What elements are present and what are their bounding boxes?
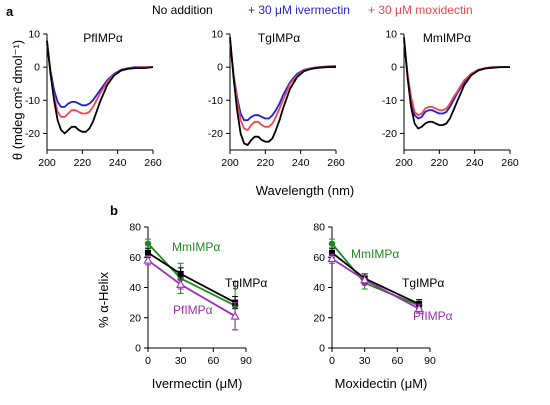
y-tick-label: -10 (208, 95, 223, 107)
data-point (176, 279, 186, 288)
y-tick-label: 0 (217, 62, 223, 74)
y-tick-label: 80 (129, 222, 141, 234)
chart-title: TgIMPα (258, 31, 300, 45)
x-tick-label: 260 (501, 157, 519, 169)
panel-label-a: a (6, 4, 14, 19)
x-tick-label: 220 (74, 157, 92, 169)
helix-chart-moxidectin: 0 30 60 90 0 20 40 60 80 Moxidectin (μM) MmIMPα TgI… (313, 222, 452, 392)
cd-y-axis-label: θ (mdeg cm² dmol⁻¹) (10, 40, 25, 160)
x-tick-label: 240 (466, 157, 484, 169)
y-tick-label: 10 (28, 29, 40, 41)
y-tick-label: 40 (313, 282, 325, 294)
x-tick-label: 0 (329, 355, 335, 367)
series-label-tgimpα: TgIMPα (225, 276, 267, 290)
cd-series-line-moxidectin (46, 40, 153, 118)
x-tick-label: 220 (431, 157, 449, 169)
cd-series-line-ivermectin (46, 43, 153, 108)
y-tick-label: 60 (129, 252, 141, 264)
y-tick-label: -20 (208, 128, 223, 140)
cd-series-line-no-addition (46, 40, 154, 135)
x-tick-label: 60 (391, 355, 403, 367)
cd-chart-mm: 200 220 240 260 10 0 -10 -20 MmIMPα (382, 29, 519, 170)
x-tick-label: 0 (145, 355, 151, 367)
series-label-pfimpα: PfIMPα (413, 309, 453, 323)
chart-title: MmIMPα (423, 31, 471, 45)
x-tick-label: 240 (109, 157, 127, 169)
series-label-tgimpα: TgIMPα (402, 276, 444, 290)
helix-chart-ivermectin: 0 30 60 90 0 20 40 60 80 Ivermectin (μM) MmIMPα TgI… (129, 222, 267, 392)
y-tick-label: 80 (313, 222, 325, 234)
chart-title: PfIMPα (83, 31, 123, 45)
data-point (145, 249, 151, 256)
y-tick-label: 10 (211, 29, 223, 41)
legend-no-addition: No addition (152, 3, 213, 17)
series-label-mmimpα: MmIMPα (351, 247, 399, 261)
series-line-tgimpα (147, 251, 236, 304)
x-tick-label: 200 (395, 157, 413, 169)
x-tick-label: 240 (292, 157, 310, 169)
y-tick-label: 40 (129, 282, 141, 294)
y-tick-label: -20 (382, 128, 397, 140)
y-tick-label: 0 (135, 343, 141, 355)
x-tick-label: 60 (207, 355, 219, 367)
data-point (414, 303, 424, 313)
y-tick-label: 20 (313, 312, 325, 324)
x-tick-label: 260 (327, 157, 345, 169)
data-point (230, 311, 240, 320)
series-label-mmimpα: MmIMPα (172, 240, 220, 254)
y-tick-label: -10 (25, 95, 40, 107)
legend-moxidectin: + 30 μM moxidectin (368, 3, 473, 17)
y-tick-label: 20 (129, 312, 141, 324)
data-point (143, 255, 153, 264)
helix-y-axis-label: % α-Helix (96, 272, 111, 328)
x-tick-label: 220 (257, 157, 275, 169)
cd-series-line-no-addition (403, 37, 510, 130)
data-point (360, 274, 370, 284)
x-axis-label: Moxidectin (μM) (335, 376, 428, 391)
y-tick-label: 60 (313, 252, 325, 264)
y-tick-label: 0 (319, 343, 325, 355)
data-point (177, 270, 184, 277)
cd-x-axis-label: Wavelength (nm) (256, 183, 355, 198)
cd-chart-tg: 200 220 240 260 10 0 -10 -20 TgIMPα (208, 29, 345, 170)
cd-series-line-moxidectin (229, 40, 336, 131)
legend-ivermectin: + 30 μM ivermectin (248, 3, 350, 17)
x-tick-label: 90 (240, 355, 252, 367)
series-label-pfimpα: PfIMPα (173, 303, 213, 317)
y-tick-label: -10 (382, 95, 397, 107)
y-tick-label: 0 (34, 62, 40, 74)
y-tick-label: 10 (385, 29, 397, 41)
cd-chart-pf: 200 220 240 260 10 0 -10 -20 PfIMPα (25, 29, 162, 170)
cd-series-line-ivermectin (403, 40, 510, 120)
y-tick-label: -20 (25, 128, 40, 140)
panel-label-b: b (110, 203, 118, 218)
data-point (328, 240, 336, 247)
data-point (327, 253, 337, 263)
x-tick-label: 90 (424, 355, 436, 367)
data-point (329, 249, 335, 256)
x-tick-label: 200 (38, 157, 56, 169)
x-tick-label: 30 (359, 355, 371, 367)
x-tick-label: 260 (144, 157, 162, 169)
data-point (144, 240, 152, 247)
x-axis-label: Ivermectin (μM) (152, 376, 243, 391)
y-tick-label: 0 (391, 62, 397, 74)
x-tick-label: 30 (175, 355, 187, 367)
x-tick-label: 200 (221, 157, 239, 169)
cd-series-line-no-addition (229, 37, 336, 146)
